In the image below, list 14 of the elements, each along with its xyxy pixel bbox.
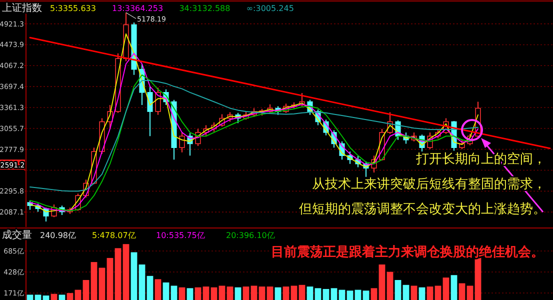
candlestick bbox=[179, 132, 185, 153]
text: 34:3132.588 bbox=[179, 4, 230, 13]
candlestick bbox=[155, 87, 161, 116]
annotation: 但短期的震荡调整不会改变大的上涨趋势。 bbox=[299, 202, 546, 217]
annotation: 10:535.75亿 bbox=[156, 231, 205, 240]
text: ∞:3005.245 bbox=[246, 4, 294, 13]
annotation: 目前震荡正是跟着主力来调仓换股的绝佳机会。 bbox=[271, 244, 544, 260]
annotation: 5:478.07亿 bbox=[92, 231, 136, 240]
text: 5:3355.633 bbox=[50, 4, 96, 13]
annotation: 240.98亿 bbox=[40, 231, 76, 240]
text: 13:3364.253 bbox=[112, 4, 164, 13]
annotation: 20:396.10亿 bbox=[226, 231, 275, 240]
candlestick bbox=[147, 86, 153, 137]
annotation: 从技术上来讲突破后短线有整固的需求， bbox=[312, 177, 546, 192]
